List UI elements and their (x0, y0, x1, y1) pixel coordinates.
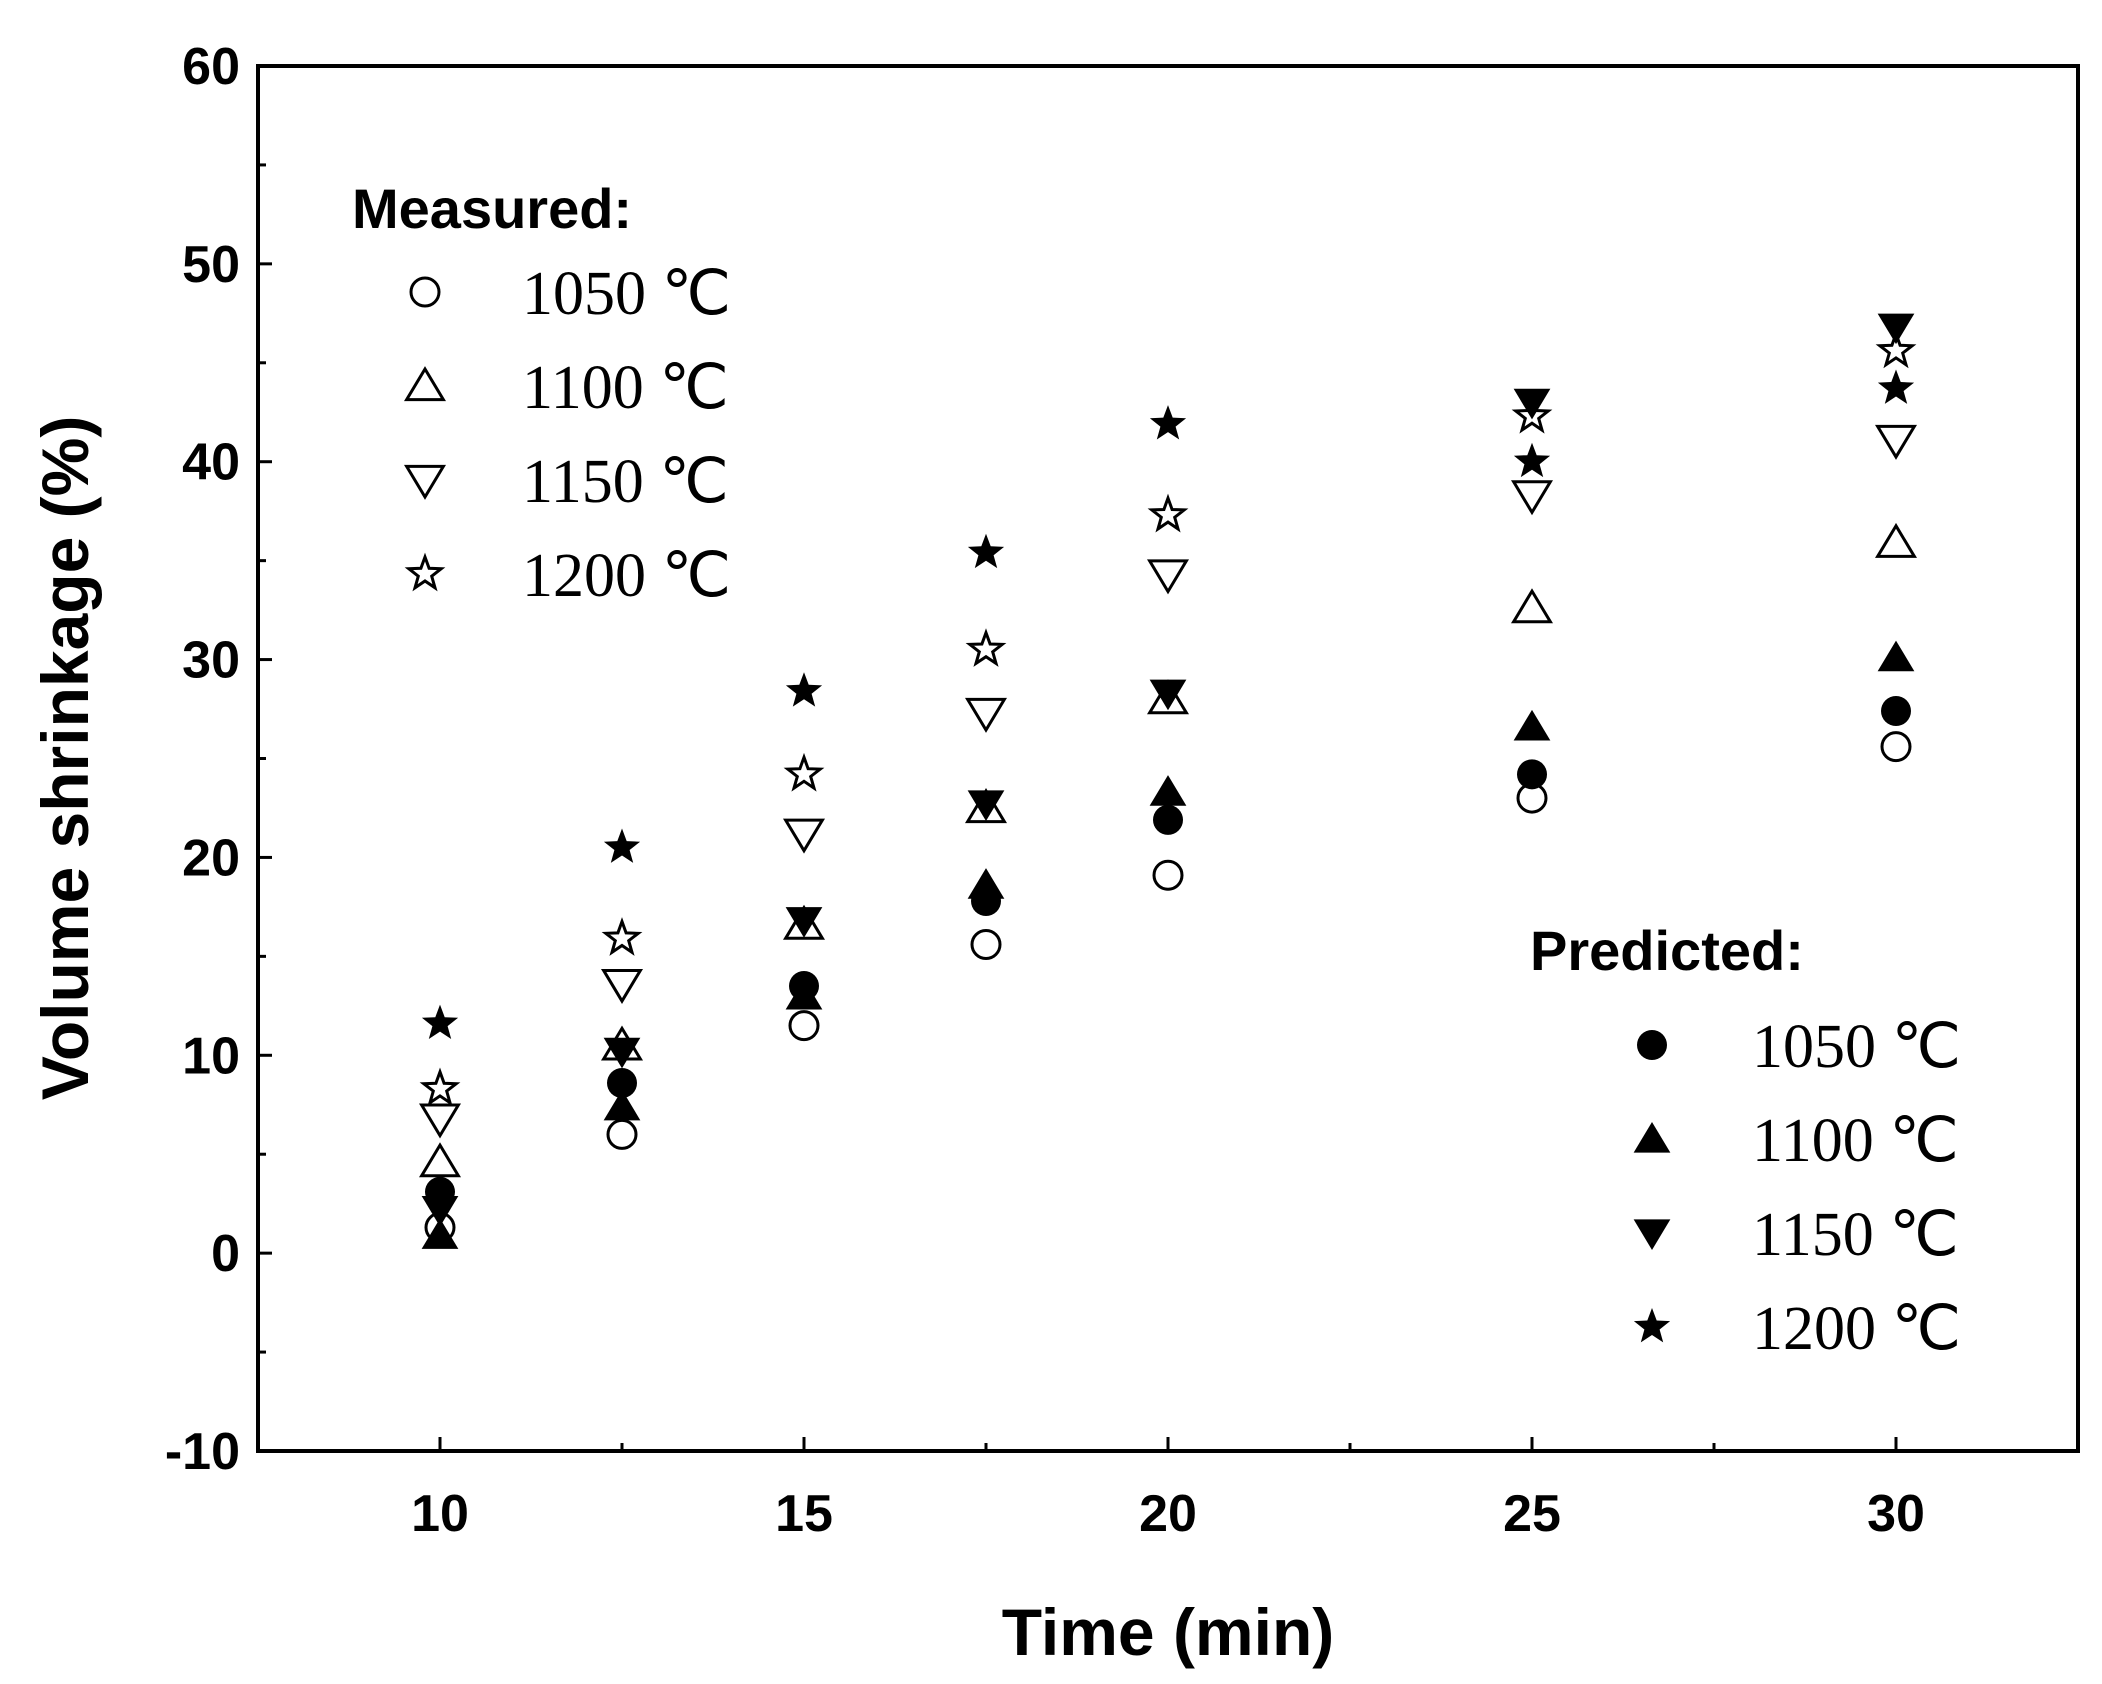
data-point (1877, 640, 1915, 672)
data-point (1149, 405, 1187, 440)
legend-label: 1100 ℃ (1752, 1107, 1959, 1175)
x-tick-label: 25 (1503, 1485, 1561, 1543)
legend-marker (403, 366, 447, 402)
y-tick-label: -10 (165, 1423, 240, 1481)
data-point (1510, 588, 1554, 624)
data-point (1146, 559, 1190, 595)
legend-label: 1150 ℃ (522, 448, 729, 516)
data-point (1149, 679, 1187, 711)
data-point (603, 1089, 641, 1121)
series-predicted-1100 (421, 640, 1915, 1249)
legend-label: 1050 ℃ (522, 260, 731, 328)
data-point (788, 1010, 820, 1042)
data-point (601, 917, 643, 956)
x-tick-label: 10 (411, 1485, 469, 1543)
legend-title: Measured: (352, 177, 632, 240)
data-point (1513, 709, 1551, 741)
data-point (1513, 388, 1551, 420)
data-point (607, 1067, 637, 1098)
legend-measured: Measured: 1050 ℃ 1100 ℃ 1150 ℃ 1200 ℃ (352, 177, 731, 610)
data-point (419, 1067, 461, 1107)
x-tick-labels: 10 15 20 25 30 (411, 1485, 1925, 1543)
data-point (967, 533, 1005, 569)
legend-marker (1633, 1122, 1671, 1153)
legend-marker (409, 276, 441, 308)
data-point (421, 1196, 459, 1227)
data-point (782, 818, 826, 854)
legend-title: Predicted: (1530, 919, 1804, 982)
data-point (970, 928, 1002, 960)
data-point (785, 907, 823, 938)
y-tick-label: 40 (182, 434, 240, 492)
data-point (606, 1118, 638, 1150)
data-point (603, 1037, 641, 1069)
data-point (1510, 480, 1554, 516)
data-points (418, 313, 1918, 1249)
data-point (782, 904, 826, 940)
legend-marker (1633, 1308, 1671, 1343)
data-point (1513, 442, 1551, 478)
data-point (785, 978, 823, 1010)
x-axis-title: Time (min) (1002, 1595, 1334, 1669)
y-tick-label: 60 (182, 38, 240, 96)
data-point (1146, 679, 1190, 715)
series-measured-1200 (419, 329, 1917, 1107)
data-point (1875, 329, 1917, 369)
legend-label: 1200 ℃ (522, 542, 731, 610)
legend-label: 1100 ℃ (522, 354, 729, 422)
legend-label: 1150 ℃ (1752, 1201, 1959, 1269)
legend-label: 1050 ℃ (1752, 1013, 1961, 1081)
axis-ticks (258, 64, 1898, 1453)
data-point (1874, 424, 1918, 460)
data-point (1877, 313, 1915, 345)
data-point (1147, 493, 1189, 533)
data-point (600, 968, 644, 1004)
series-predicted-1200 (421, 369, 1915, 1039)
data-point (1517, 759, 1547, 790)
data-point (418, 1142, 462, 1178)
legend-marker (1637, 1030, 1667, 1060)
y-tick-label: 10 (182, 1027, 240, 1085)
data-point (967, 868, 1005, 899)
data-point (603, 828, 641, 863)
x-tick-label: 30 (1867, 1485, 1925, 1543)
legend-marker (404, 552, 446, 592)
data-point (785, 672, 823, 707)
y-tick-label: 30 (182, 632, 240, 690)
data-point (418, 1103, 462, 1139)
data-point (783, 752, 825, 792)
series-measured-1100 (418, 522, 1918, 1178)
legend-marker (1633, 1219, 1671, 1250)
data-point (964, 788, 1008, 824)
data-point (1511, 394, 1553, 434)
y-axis-title: Volume shrinkage (%) (28, 416, 102, 1101)
x-tick-label: 20 (1139, 1485, 1197, 1543)
data-point (965, 628, 1007, 667)
data-point (1877, 369, 1915, 404)
data-point (1880, 731, 1912, 763)
data-point (1881, 696, 1911, 727)
data-point (964, 697, 1008, 733)
series-measured-1150 (418, 424, 1918, 1139)
y-tick-label: 20 (182, 829, 240, 887)
x-tick-label: 15 (775, 1485, 833, 1543)
legend-predicted: Predicted: 1050 ℃ 1100 ℃ 1150 ℃ 1200 ℃ (1530, 919, 1961, 1363)
data-point (421, 1218, 459, 1249)
data-point (1149, 775, 1187, 806)
data-point (1874, 522, 1918, 558)
series-predicted-1150 (421, 313, 1915, 1227)
y-tick-label: 50 (182, 236, 240, 294)
data-point (1152, 859, 1184, 891)
legend-marker (403, 464, 447, 500)
legend-label: 1200 ℃ (1752, 1295, 1961, 1363)
data-point (421, 1004, 459, 1039)
y-tick-label: 0 (211, 1225, 240, 1283)
data-point (967, 790, 1005, 822)
data-point (1153, 804, 1183, 835)
y-tick-labels: -10 0 10 20 30 40 50 60 (165, 38, 240, 1481)
